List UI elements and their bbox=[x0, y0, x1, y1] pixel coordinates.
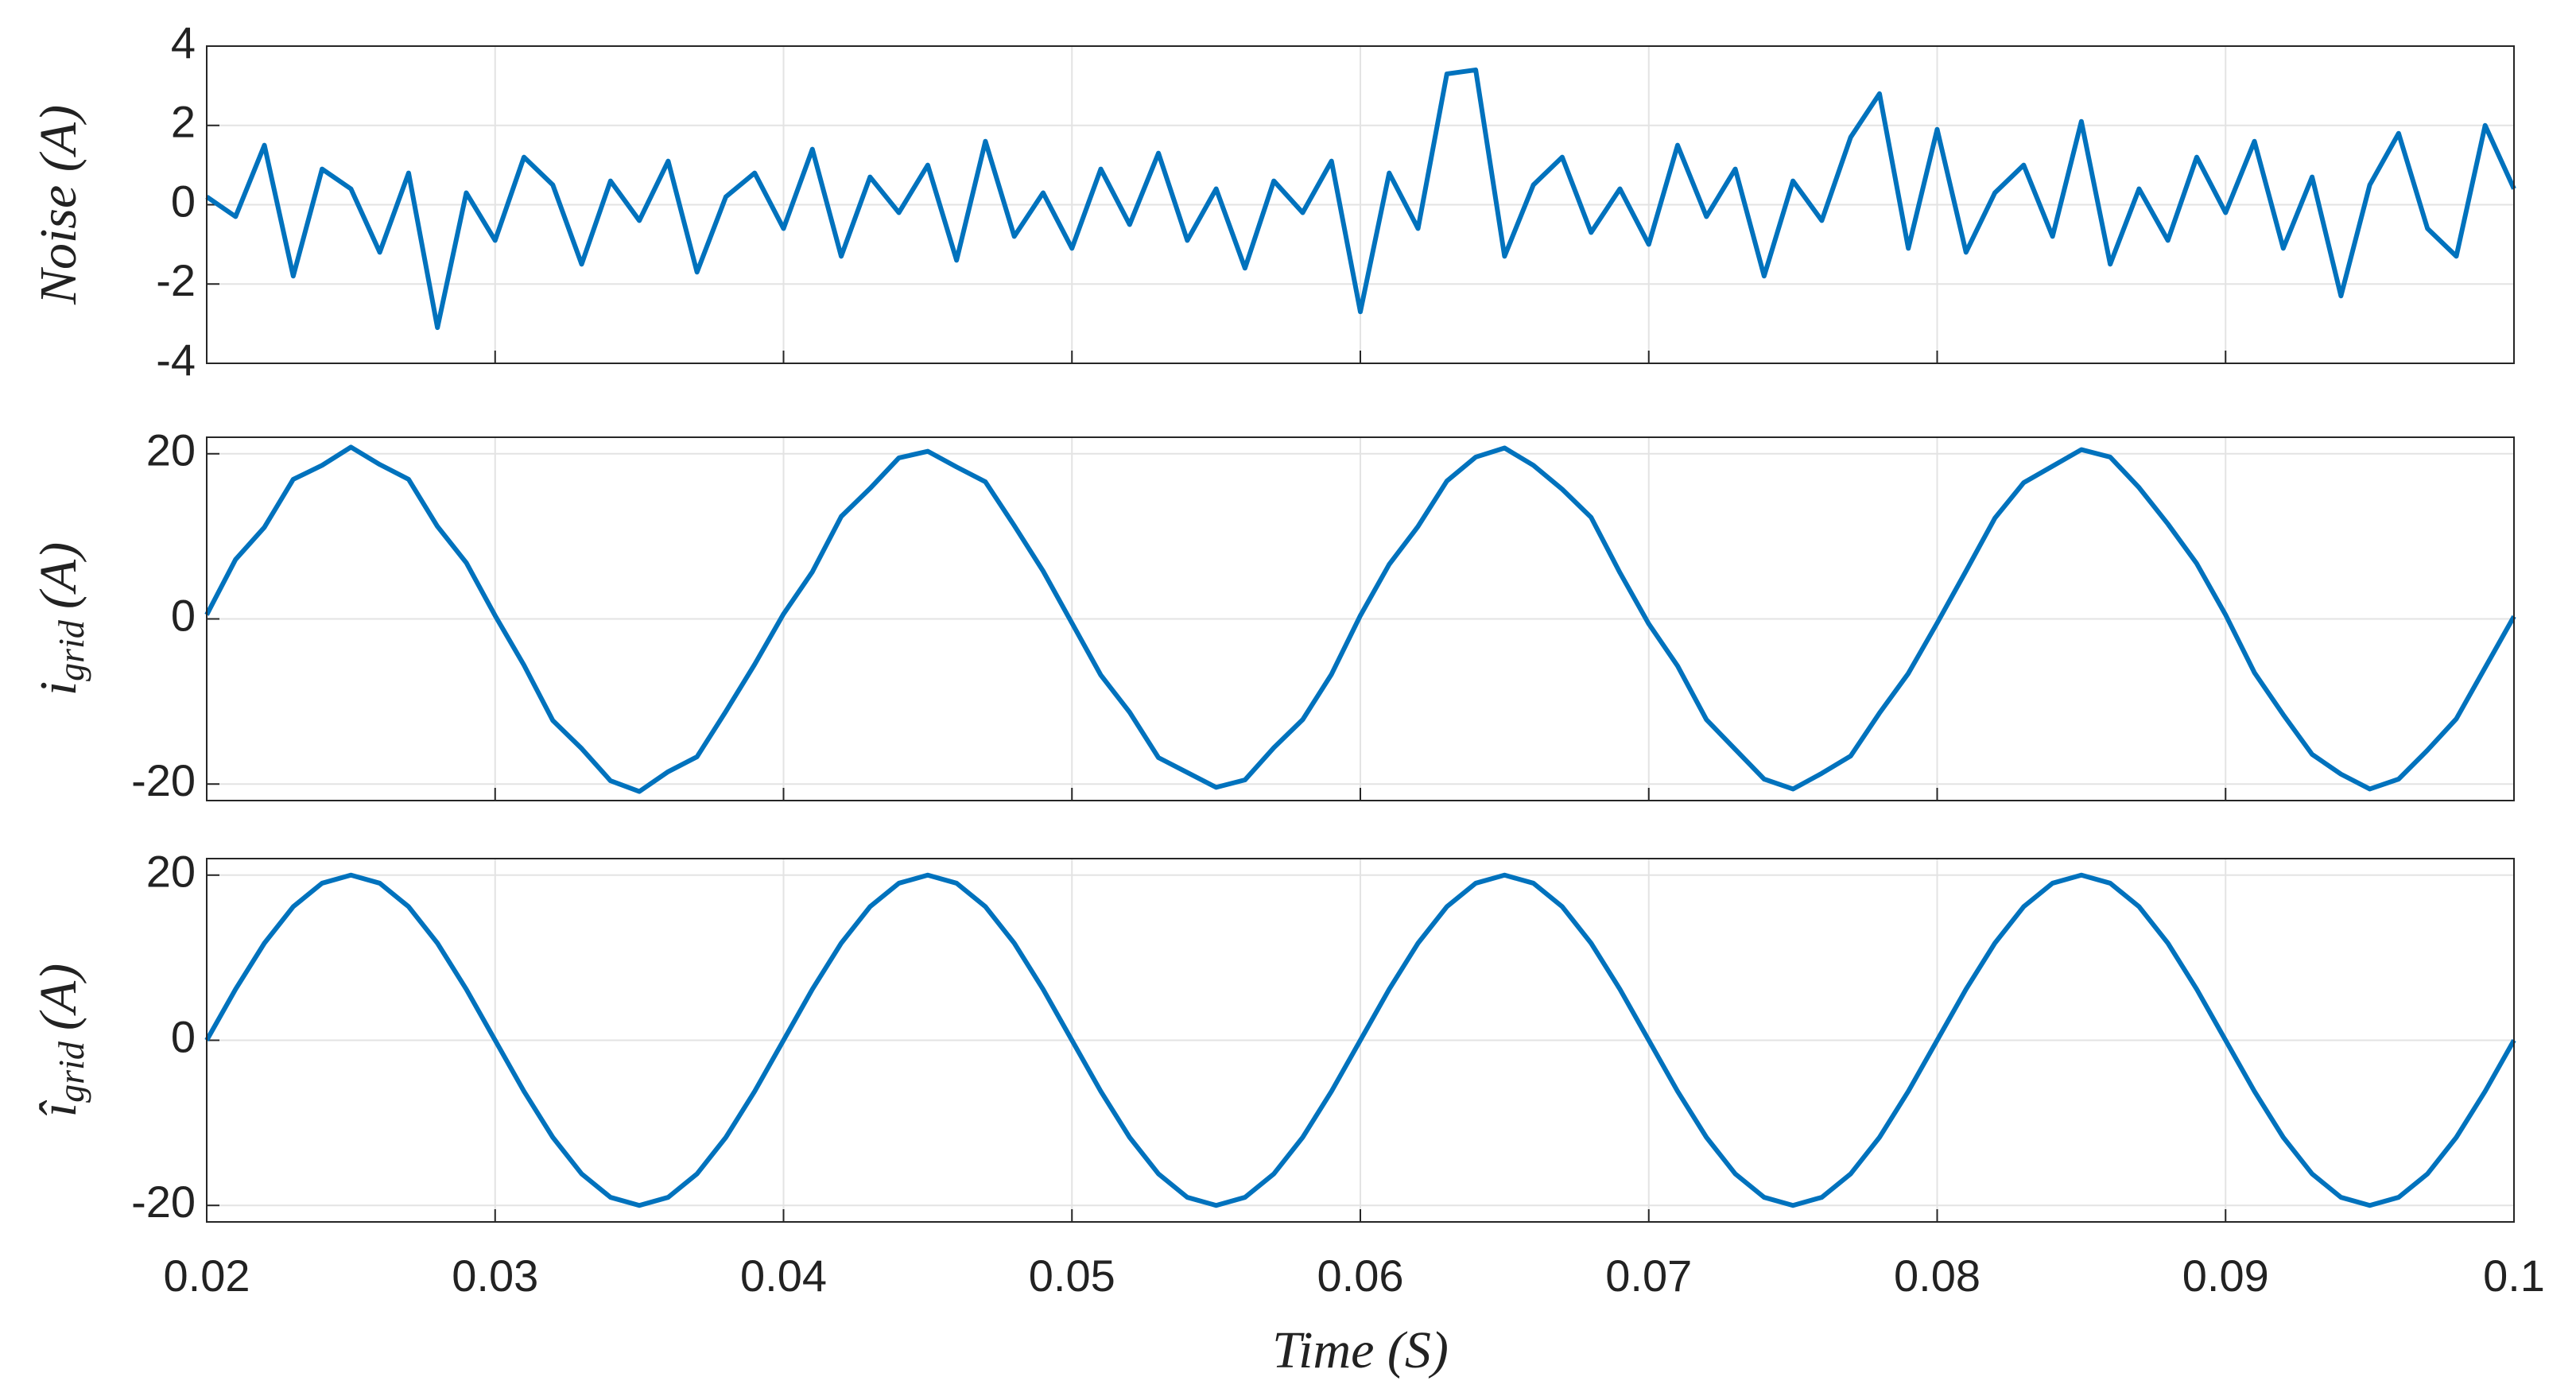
y-tick-label: 2 bbox=[171, 97, 196, 147]
plot-frame bbox=[206, 45, 2515, 364]
plot-frame bbox=[206, 436, 2515, 801]
x-tick-label: 0.09 bbox=[2182, 1251, 2269, 1301]
x-tick-label: 0.07 bbox=[1605, 1251, 1692, 1301]
x-tick-label: 0.05 bbox=[1029, 1251, 1115, 1301]
line bbox=[204, 872, 2516, 1208]
x-tick-label: 0.06 bbox=[1317, 1251, 1404, 1301]
y-axis-label: Noise (A) bbox=[29, 105, 87, 305]
line bbox=[205, 67, 2516, 331]
line bbox=[204, 444, 2516, 794]
y-tick-label: 0 bbox=[171, 176, 196, 226]
y-tick-label: -20 bbox=[131, 1177, 196, 1227]
y-tick-label: 20 bbox=[146, 425, 196, 475]
x-tick-label: 0.1 bbox=[2483, 1251, 2545, 1301]
x-axis-label: Time (S) bbox=[1272, 1321, 1449, 1379]
y-tick-label: -4 bbox=[156, 335, 196, 385]
y-label-symbol: î bbox=[29, 1099, 87, 1117]
y-label-subscript: grid bbox=[51, 1041, 91, 1103]
y-tick-label: 0 bbox=[171, 1011, 196, 1061]
y-tick-label: -20 bbox=[131, 755, 196, 805]
y-label-unit: (A) bbox=[29, 964, 87, 1030]
y-label-unit: (A) bbox=[29, 542, 87, 609]
y-label-subscript: grid bbox=[51, 619, 91, 681]
y-tick-label: -2 bbox=[156, 255, 196, 305]
y-tick-label: 0 bbox=[171, 590, 196, 640]
x-tick-label: 0.08 bbox=[1894, 1251, 1980, 1301]
y-axis-label: îgrid (A) bbox=[29, 964, 91, 1117]
x-tick-label: 0.03 bbox=[452, 1251, 538, 1301]
y-axis-label: igrid (A) bbox=[29, 542, 91, 696]
plot-frame bbox=[206, 858, 2515, 1223]
y-label-symbol: i bbox=[29, 681, 87, 696]
y-tick-label: 20 bbox=[146, 847, 196, 897]
y-tick-label: 4 bbox=[171, 17, 196, 68]
x-tick-label: 0.04 bbox=[740, 1251, 827, 1301]
x-tick-label: 0.02 bbox=[164, 1251, 250, 1301]
